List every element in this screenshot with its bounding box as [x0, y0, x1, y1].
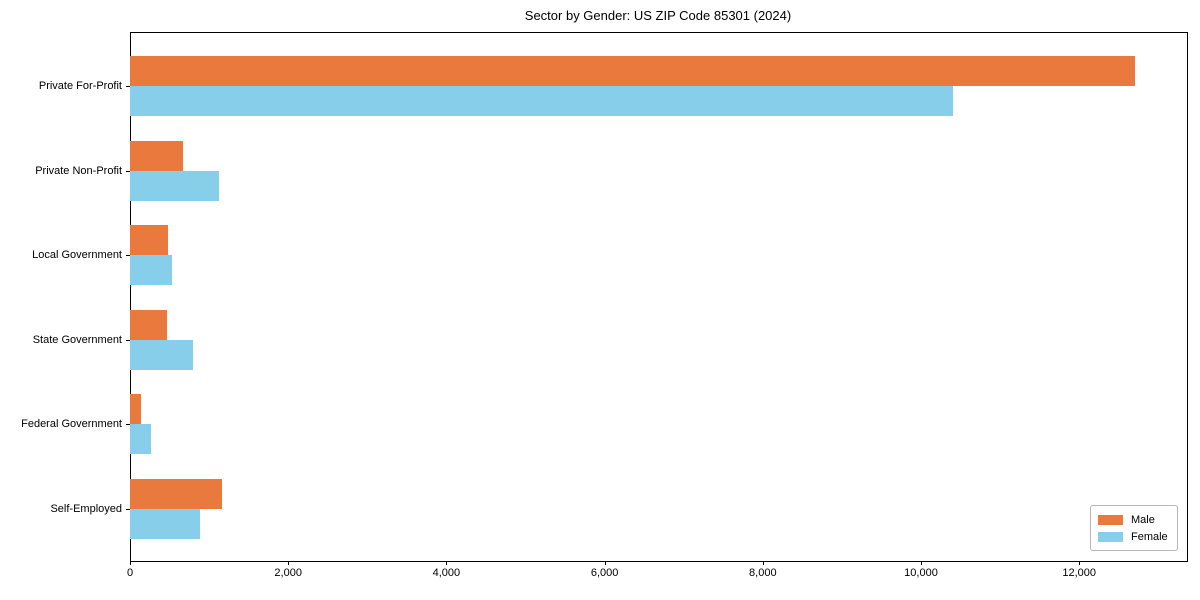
legend-swatch-male	[1098, 514, 1123, 525]
y-axis-label-self-employed: Self-Employed	[50, 503, 122, 515]
y-axis-tick	[126, 255, 130, 257]
x-axis-tick-label: 0	[126, 567, 134, 579]
x-axis-tick-label: 6,000	[590, 567, 619, 579]
x-axis-tick	[446, 561, 448, 565]
plot-area	[130, 32, 1188, 562]
x-axis-tick	[762, 561, 764, 565]
y-axis-tick	[126, 170, 130, 172]
bar-male-state-government	[130, 309, 168, 340]
x-axis-tick	[604, 561, 606, 565]
bar-female-local-government	[130, 255, 172, 286]
bar-female-private-for-profit	[130, 86, 953, 116]
y-axis-label-state-government: State Government	[32, 333, 122, 346]
x-axis-tick-label: 10,000	[904, 567, 938, 579]
x-axis-tick	[130, 561, 131, 565]
y-axis-label-federal-government: Federal Government	[21, 418, 122, 431]
x-axis-tick-label: 8,000	[749, 567, 777, 579]
bar-male-private-non-profit	[130, 140, 183, 171]
legend-swatch-female	[1098, 531, 1123, 542]
bar-female-state-government	[130, 339, 194, 370]
y-axis-tick	[126, 86, 130, 87]
legend-item-male: Male	[1098, 511, 1170, 528]
bar-female-private-non-profit	[130, 170, 220, 201]
y-axis-label-private-non-profit: Private Non-Profit	[35, 164, 122, 177]
chart-title: Sector by Gender: US ZIP Code 85301 (202…	[524, 8, 792, 23]
bar-female-self-employed	[130, 509, 201, 539]
legend-label: Female	[1131, 530, 1168, 543]
bar-female-federal-government	[130, 424, 152, 455]
y-axis-label-local-government: Local Government	[32, 249, 122, 262]
x-axis-tick-label: 12,000	[1062, 567, 1097, 579]
y-axis-tick	[126, 424, 130, 426]
legend-label: Male	[1131, 513, 1155, 526]
x-axis-tick-label: 4,000	[432, 567, 461, 579]
x-axis-tick-label: 2,000	[274, 567, 302, 579]
bar-male-federal-government	[130, 394, 142, 425]
bar-male-local-government	[130, 225, 168, 256]
x-axis-tick	[921, 561, 922, 565]
legend: Male Female	[1090, 505, 1178, 551]
x-axis-tick	[1079, 561, 1081, 565]
x-axis-tick	[288, 561, 290, 565]
bar-male-private-for-profit	[130, 56, 1135, 86]
y-axis-label-private-for-profit: Private For-Profit	[38, 80, 122, 92]
y-axis-tick	[126, 339, 130, 341]
legend-item-female: Female	[1098, 528, 1170, 545]
y-axis-tick	[126, 509, 130, 510]
bar-male-self-employed	[130, 479, 222, 509]
